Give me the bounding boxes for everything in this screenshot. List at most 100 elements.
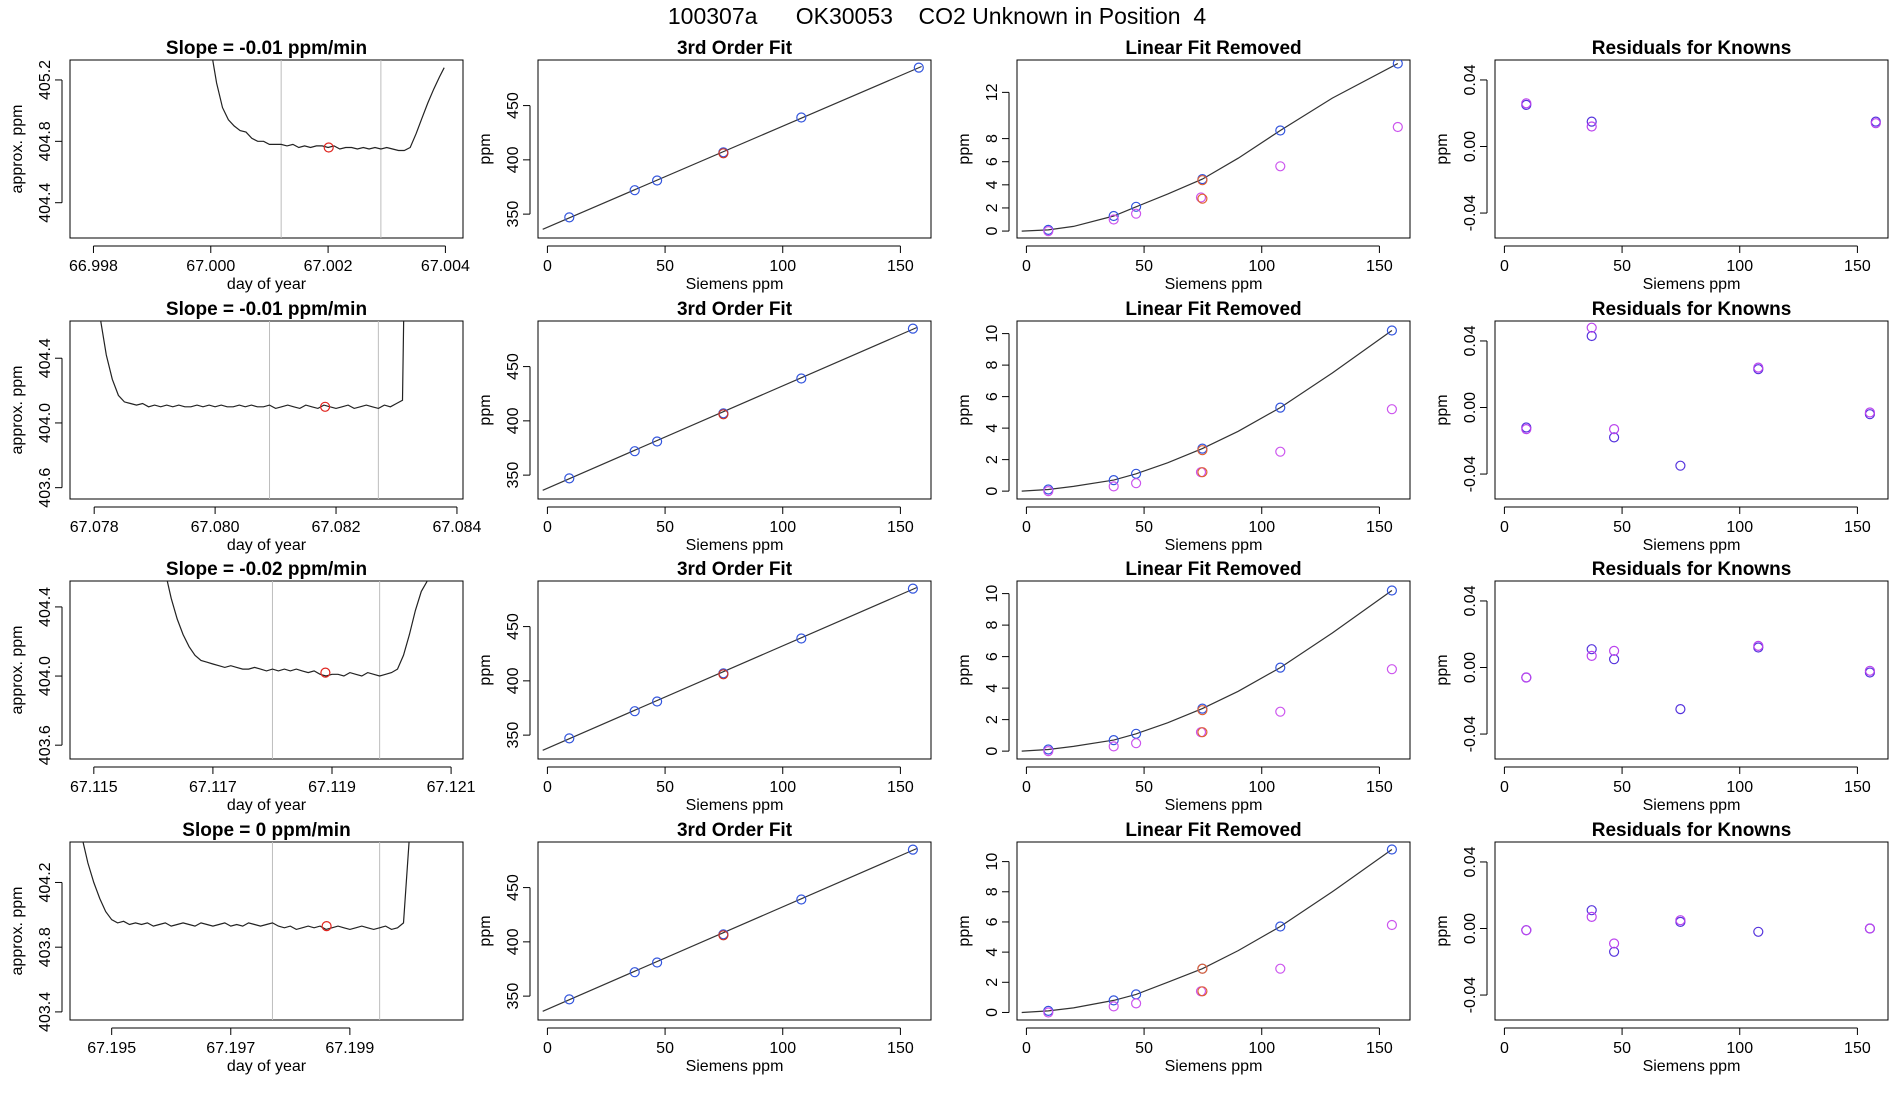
panel-title: Linear Fit Removed (1125, 559, 1301, 580)
data-point (320, 667, 331, 678)
plot-frame (1494, 841, 1889, 1021)
data-point (1108, 734, 1119, 746)
data-point (1108, 210, 1119, 222)
plot-marks (166, 581, 428, 759)
y-tick-label: 6 (984, 157, 1001, 166)
plot-frame (1494, 320, 1889, 500)
y-tick-label: 403.4 (37, 992, 54, 1032)
y-tick-label: 10 (984, 325, 1001, 343)
panel-title: Slope = -0.02 ppm/min (166, 559, 367, 580)
x-tick-label: 0 (1022, 519, 1031, 536)
y-tick-label: 404.0 (37, 403, 54, 443)
data-point (1108, 741, 1119, 752)
x-tick-label: 67.195 (87, 1040, 136, 1057)
x-axis-label: Siemens ppm (686, 537, 784, 554)
x-tick-label: 67.197 (206, 1040, 255, 1057)
x-tick-label: 50 (1613, 258, 1631, 275)
data-point (718, 669, 729, 680)
y-tick-label: 4 (984, 948, 1001, 957)
x-tick-label: 100 (1248, 519, 1275, 536)
fit-curve (542, 326, 918, 491)
x-tick-label: 100 (1726, 779, 1753, 796)
data-point (629, 967, 640, 978)
x-tick-label: 150 (1844, 1040, 1871, 1057)
data-point (651, 175, 663, 186)
data-point (907, 583, 919, 594)
x-tick-label: 67.117 (189, 779, 237, 796)
data-point (796, 373, 807, 384)
data-point (1870, 118, 1881, 129)
data-point (321, 920, 332, 932)
data-point (1753, 362, 1764, 373)
x-tick-label: 0 (1022, 779, 1031, 796)
y-tick-label: 450 (505, 613, 522, 640)
panel-row1-slope: Slope = -0.01 ppm/min 66.998 67.000 67.002 6… (9, 38, 470, 293)
plot-marks (1021, 325, 1398, 497)
panel-title: 3rd Order Fit (677, 299, 793, 320)
x-tick-label: 0 (1500, 779, 1509, 796)
panel-title: Linear Fit Removed (1125, 38, 1301, 59)
data-point (1753, 640, 1764, 652)
data-point (1521, 925, 1532, 936)
panel-row2-resid: Residuals for Knowns 0 50 100 150 Siemens ppm… (1434, 299, 1889, 554)
x-tick-label: 150 (887, 779, 914, 796)
plot-frame (1016, 320, 1411, 500)
plot-marks (100, 321, 405, 499)
panel-title: Residuals for Knowns (1592, 38, 1792, 59)
panel-row2-linear: Linear Fit Removed 0 50 100 150 Siemens ppm 0 2… (956, 299, 1411, 554)
y-tick-label: 8 (984, 361, 1001, 370)
data-point (1275, 706, 1286, 717)
plot-frame (69, 841, 464, 1021)
data-point (1586, 322, 1597, 333)
data-point (1043, 1007, 1054, 1018)
y-tick-label: 403.8 (37, 927, 54, 967)
y-tick-label: 405.2 (37, 60, 54, 100)
fit-curve (1021, 330, 1393, 492)
x-axis-label: Siemens ppm (1643, 537, 1741, 554)
data-point (1864, 665, 1876, 676)
y-tick-label: 0.00 (1462, 131, 1479, 162)
panel-row3-resid: Residuals for Knowns 0 50 100 150 Siemens ppm… (1434, 559, 1889, 814)
data-point (1864, 407, 1876, 418)
data-point (1586, 121, 1597, 132)
data-point (1386, 844, 1398, 855)
y-tick-label: 403.6 (37, 725, 54, 765)
plot-marks (1521, 98, 1881, 132)
x-tick-label: 67.119 (308, 779, 356, 796)
y-tick-label: 8 (984, 134, 1001, 143)
x-axis-label: Siemens ppm (1643, 1058, 1741, 1075)
data-point (1197, 467, 1208, 478)
x-axis-label: Siemens ppm (1165, 276, 1263, 293)
fit-curve (1021, 590, 1393, 752)
plot-marks (1021, 60, 1403, 237)
y-tick-label: 404.4 (37, 183, 54, 223)
y-tick-label: -0.04 (1462, 195, 1479, 232)
x-tick-label: 150 (887, 1040, 914, 1057)
data-point (1608, 654, 1620, 665)
y-tick-label: 2 (984, 455, 1001, 464)
y-tick-label: 0 (984, 487, 1001, 496)
plot-marks (1521, 640, 1876, 715)
x-tick-label: 50 (656, 1040, 674, 1057)
data-point (1386, 585, 1398, 596)
data-point (1130, 478, 1142, 489)
x-tick-label: 67.002 (304, 258, 353, 275)
x-tick-label: 0 (543, 258, 552, 275)
x-tick-label: 67.115 (70, 779, 118, 796)
data-point (1197, 705, 1208, 716)
y-tick-label: 10 (984, 853, 1001, 871)
plot-frame (537, 320, 932, 500)
data-point (1521, 424, 1532, 435)
data-point (1108, 214, 1119, 225)
plot-marks (542, 62, 924, 230)
y-axis-label: ppm (1434, 394, 1451, 425)
fit-curve (542, 847, 918, 1012)
x-axis-label: Siemens ppm (1165, 1058, 1263, 1075)
x-tick-label: 150 (1366, 1040, 1393, 1057)
data-point (1195, 192, 1207, 203)
panel-title: Residuals for Knowns (1592, 820, 1792, 841)
x-axis-label: day of year (227, 537, 307, 554)
data-point (1392, 60, 1403, 69)
data-point (1392, 121, 1403, 133)
panel-row3-slope: Slope = -0.02 ppm/min 67.115 67.117 67.119 6… (9, 559, 476, 814)
